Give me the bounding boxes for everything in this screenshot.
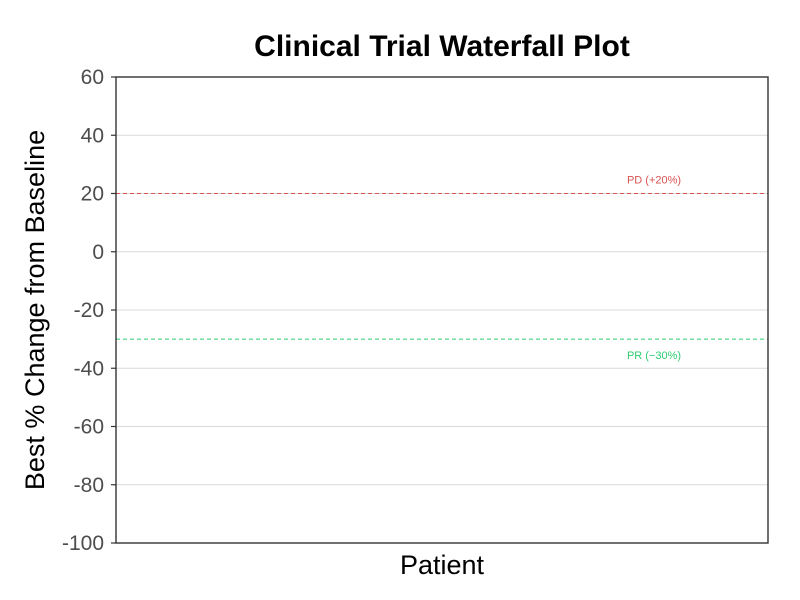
- grid-lines: [116, 76, 768, 544]
- y-tick-label: 60: [81, 66, 104, 89]
- chart-title: Clinical Trial Waterfall Plot: [254, 30, 630, 63]
- y-tick-label: 40: [81, 124, 104, 147]
- y-tick-label: 0: [92, 241, 104, 264]
- y-axis-ticks: 60 40 20 0 -20 -40 -60 -80 -100: [62, 66, 116, 555]
- y-tick-label: 20: [81, 183, 104, 206]
- y-tick-label: -80: [74, 474, 104, 497]
- y-tick-label: -40: [74, 357, 104, 380]
- y-axis-title: Best % Change from Baseline: [20, 130, 50, 490]
- reference-lines: PD (+20%) PR (−30%): [116, 175, 768, 362]
- y-tick-label: -60: [74, 416, 104, 439]
- y-tick-label: -20: [74, 299, 104, 322]
- y-tick-label: -100: [62, 532, 104, 555]
- reference-line-label: PR (−30%): [627, 350, 681, 362]
- reference-line-label: PD (+20%): [627, 175, 681, 187]
- x-axis-title: Patient: [400, 550, 485, 580]
